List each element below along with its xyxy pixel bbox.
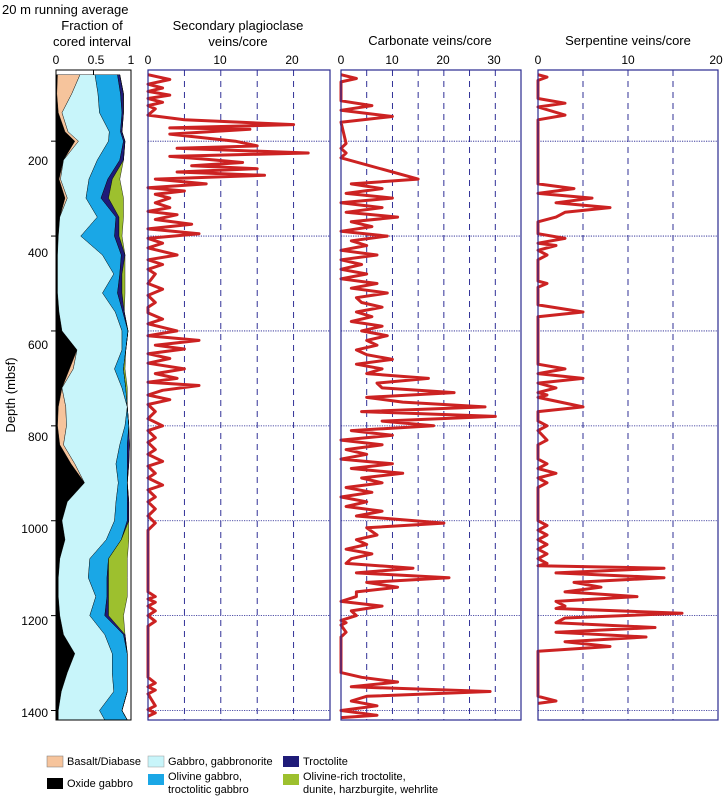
panel1-title-line2: cored interval xyxy=(53,34,131,49)
carbonate-series-line xyxy=(339,73,497,720)
serpentine-series-line xyxy=(536,73,684,705)
y-tick-label: 1000 xyxy=(21,522,48,536)
legend-label-olivine-gabbro-1: Olivine gabbro, xyxy=(168,771,242,783)
plagioclase-frame xyxy=(147,69,331,721)
plagioclase-series-line xyxy=(146,73,310,718)
y-axis-label: Depth (mbsf) xyxy=(3,357,18,432)
legend-label-olivine-rich-1: Olivine-rich troctolite, xyxy=(303,771,406,783)
legend-label-troctolite: Troctolite xyxy=(303,756,348,768)
panel2-x-tick: 20 xyxy=(285,53,299,67)
legend-swatch-olivine-rich xyxy=(283,774,299,785)
panel3-x-tick: 10 xyxy=(385,53,399,67)
panel2-x-tick: 0 xyxy=(145,53,152,67)
legend-label-olivine-gabbro-2: troctolitic gabbro xyxy=(168,784,249,796)
serpentine-frame xyxy=(537,69,719,721)
legend-label-oxide: Oxide gabbro xyxy=(67,778,133,790)
panel4-x-tick: 10 xyxy=(621,53,635,67)
panel3-x-tick: 30 xyxy=(487,53,501,67)
panel4-x-tick: 0 xyxy=(535,53,542,67)
lithology-panel xyxy=(51,69,132,721)
panel1-x-tick: 0 xyxy=(53,53,60,67)
y-tick-label: 1200 xyxy=(21,614,48,628)
panel3-x-tick: 20 xyxy=(436,53,450,67)
panel4-title: Serpentine veins/core xyxy=(565,33,691,48)
y-tick-labels: 200 400 600 800 1000 1200 1400 xyxy=(21,154,48,720)
plagioclase-panel xyxy=(146,69,331,721)
y-tick-label: 800 xyxy=(28,430,48,444)
panel2-x-tick: 10 xyxy=(213,53,227,67)
panel1-x-tick: 1 xyxy=(128,53,135,67)
panel2-title-line1: Secondary plagioclase xyxy=(173,18,304,33)
panel4-x-tick: 20 xyxy=(709,53,723,67)
panel3-x-tick: 0 xyxy=(338,53,345,67)
panel1-title-line1: Fraction of xyxy=(61,18,123,33)
legend-swatch-troctolite xyxy=(283,756,299,767)
y-tick-label: 600 xyxy=(28,338,48,352)
legend-swatch-basalt xyxy=(46,755,64,768)
panel1-x-tick: 0.5 xyxy=(88,53,105,67)
legend: Basalt/Diabase Oxide gabbro Gabbro, gabb… xyxy=(46,755,438,796)
legend-swatch-olivine-gabbro xyxy=(148,774,164,785)
panel2-title-line2: veins/core xyxy=(208,34,267,49)
legend-swatch-oxide xyxy=(47,778,63,789)
y-tick-label: 200 xyxy=(28,154,48,168)
y-tick-label: 1400 xyxy=(21,706,48,720)
panel3-title: Carbonate veins/core xyxy=(368,33,492,48)
carbonate-frame xyxy=(340,69,522,721)
legend-label-gabbro: Gabbro, gabbronorite xyxy=(168,756,273,768)
legend-label-basalt: Basalt/Diabase xyxy=(67,756,141,768)
carbonate-panel xyxy=(339,69,522,721)
running-average-label: 20 m running average xyxy=(2,2,128,17)
legend-swatch-gabbro xyxy=(147,755,165,768)
y-tick-label: 400 xyxy=(28,246,48,260)
legend-label-olivine-rich-2: dunite, harzburgite, wehrlite xyxy=(303,784,438,796)
serpentine-panel xyxy=(536,69,719,721)
